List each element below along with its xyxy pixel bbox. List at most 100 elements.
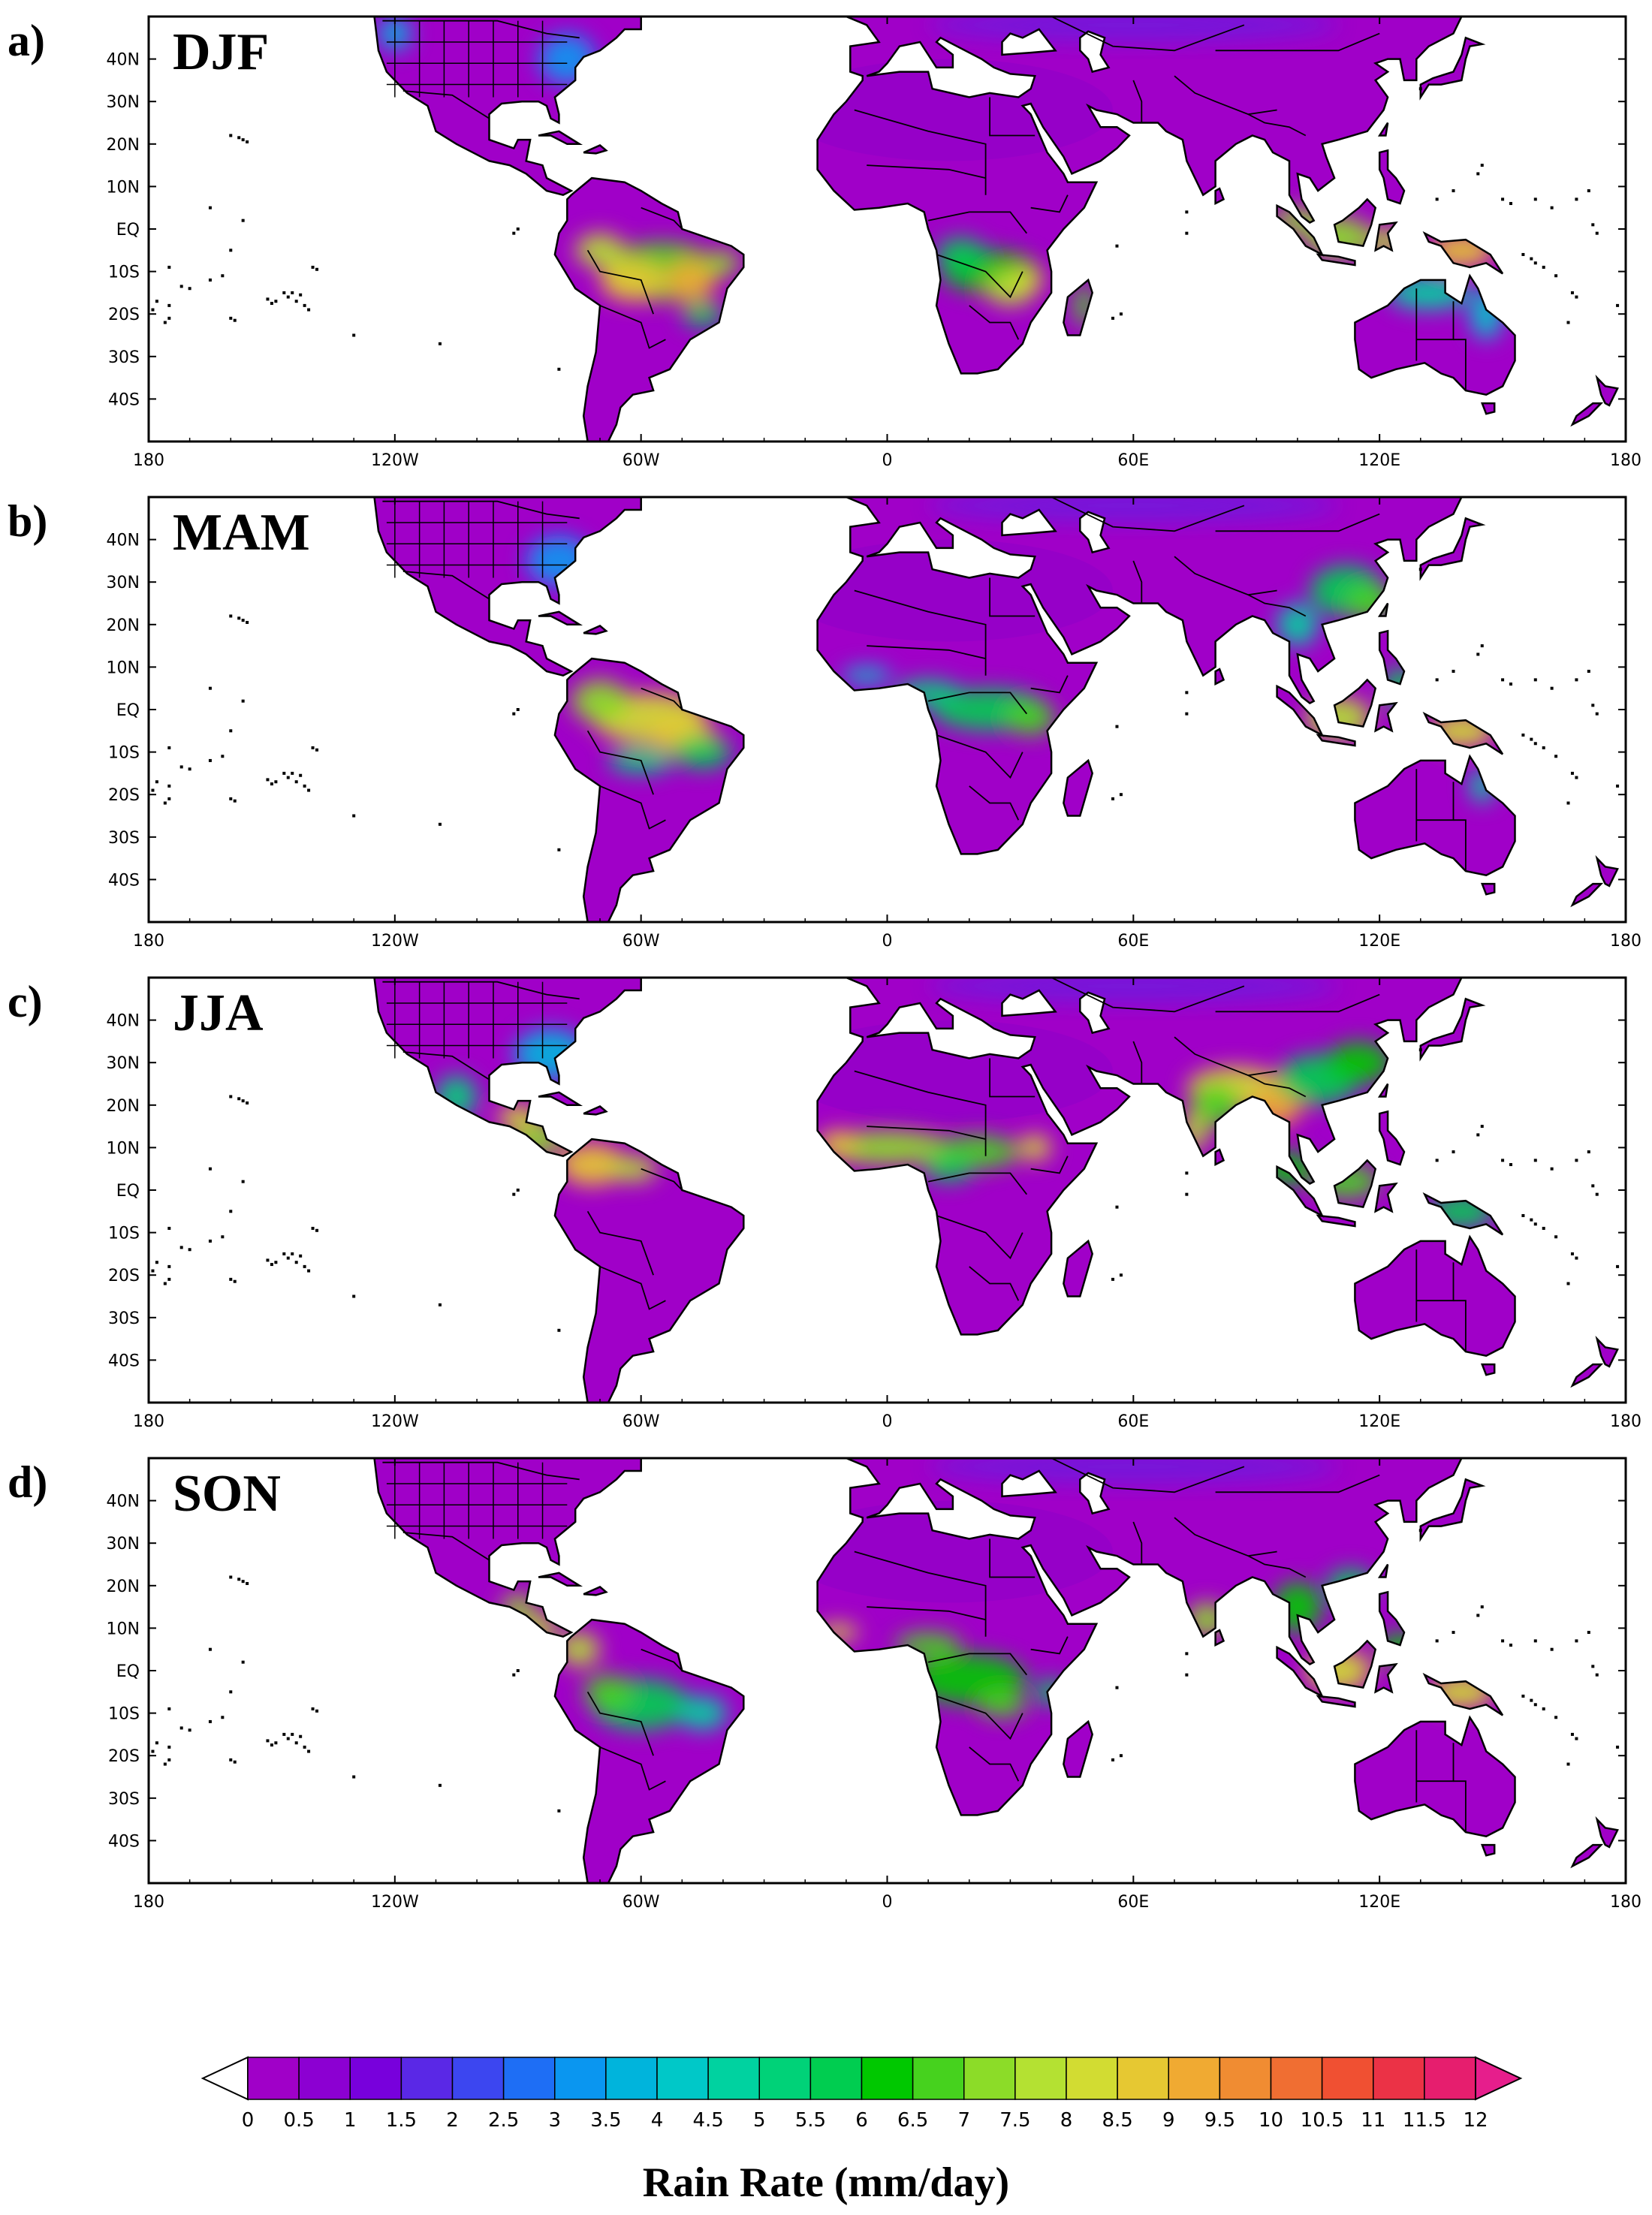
border-line xyxy=(1174,556,1277,596)
border-line xyxy=(586,730,654,795)
island-dot xyxy=(299,773,303,777)
coastline xyxy=(373,17,642,197)
island-dot xyxy=(1435,197,1439,201)
coastlines xyxy=(373,978,1619,1403)
colorbar-swatch xyxy=(1270,2057,1323,2100)
island-dot xyxy=(246,620,249,624)
island-dot xyxy=(282,1732,286,1736)
country-borders xyxy=(382,17,1467,391)
coastlines xyxy=(373,1458,1619,1883)
coastline xyxy=(1374,1182,1398,1213)
rain-region xyxy=(583,1674,633,1709)
border-line xyxy=(1051,978,1245,1013)
island-dot xyxy=(179,285,183,288)
island-dot xyxy=(246,1581,249,1585)
colorbar-swatch xyxy=(554,2057,607,2100)
island-dot xyxy=(208,1167,212,1171)
island-dot xyxy=(1521,733,1525,737)
rain-region xyxy=(538,33,596,85)
panel-djf: a) DJF 40N 30N 20N 10N EQ 10S 20S 30S 40S 180 120W… xyxy=(0,0,1652,488)
rain-region xyxy=(1470,769,1495,803)
island-dot xyxy=(557,367,561,371)
border-line xyxy=(1132,560,1143,604)
island-dot xyxy=(1542,1707,1545,1710)
island-dot xyxy=(1501,1159,1505,1162)
island-dot xyxy=(274,1261,278,1264)
island-dot xyxy=(208,686,212,690)
lon-tick-label: 0 xyxy=(882,451,893,470)
coastline xyxy=(373,497,642,677)
island-dot xyxy=(1591,704,1595,707)
island-dot xyxy=(1530,1698,1533,1702)
lat-tick-label: 30N xyxy=(107,1054,140,1073)
island-dot xyxy=(1591,1665,1595,1668)
island-dot xyxy=(352,1775,356,1779)
island-dot xyxy=(1115,725,1119,728)
island-dot xyxy=(241,699,245,703)
island-dot xyxy=(229,614,233,618)
inland-sea xyxy=(866,36,1036,98)
map-area xyxy=(151,497,1620,922)
border-line xyxy=(599,305,666,349)
island-dot xyxy=(557,1328,561,1332)
colorbar-swatch xyxy=(707,2057,760,2100)
colorbar-legend: 0 0.5 1 1.5 2 2.5 3 3.5 4 4.5 5 5.5 6 6.5 7 7.5 8 8.5 9 9.5… xyxy=(0,2042,1652,2215)
rain-region xyxy=(1277,603,1319,646)
island-dot xyxy=(1119,1754,1123,1758)
border-line xyxy=(969,1746,1020,1782)
panel-letter: d) xyxy=(8,1457,48,1507)
coastline xyxy=(1316,1214,1356,1228)
colorbar-swatch xyxy=(502,2057,556,2100)
colorbar-tick-label: 9.5 xyxy=(1204,2109,1235,2132)
island-dot xyxy=(167,1707,171,1710)
island-dot xyxy=(155,1741,158,1745)
border-line xyxy=(1051,497,1245,532)
island-dot xyxy=(167,1745,171,1749)
panel-mam: b) MAM 40N 30N 20N 10N EQ 10S 20S 30S 40S 180 120W… xyxy=(0,481,1652,969)
islands xyxy=(151,1048,1620,1332)
island-dot xyxy=(208,1239,212,1243)
colorbar-tick-label: 8.5 xyxy=(1102,2109,1132,2132)
lat-tick-label: 30S xyxy=(108,348,140,367)
coastline xyxy=(1595,1335,1619,1368)
lon-tick-label: 180 xyxy=(133,932,164,951)
island-dot xyxy=(315,267,319,271)
coastline xyxy=(1422,231,1504,275)
colorbar-swatch xyxy=(758,2057,812,2100)
island-dot xyxy=(303,303,306,307)
lat-tick-label: 30S xyxy=(108,1309,140,1328)
season-label: MAM xyxy=(173,504,310,562)
island-dot xyxy=(1111,1277,1115,1281)
coastline xyxy=(538,130,583,146)
border-line xyxy=(1247,594,1307,617)
rain-region xyxy=(936,237,986,272)
island-dot xyxy=(1185,691,1189,695)
island-dot xyxy=(1521,1694,1525,1698)
inland-sea xyxy=(866,997,1036,1059)
rain-region xyxy=(514,1028,588,1080)
border-line xyxy=(867,164,986,179)
island-dot xyxy=(274,300,278,303)
island-dot xyxy=(1480,1605,1484,1609)
colorbar-over-arrow xyxy=(1475,2056,1523,2101)
coastline xyxy=(553,1138,745,1403)
island-dot xyxy=(1452,670,1455,674)
island-dot xyxy=(294,1261,298,1264)
rain-region xyxy=(517,1615,559,1641)
island-dot xyxy=(307,1269,311,1273)
island-dot xyxy=(438,822,442,826)
island-dot xyxy=(1509,1644,1513,1647)
island-dot xyxy=(208,1719,212,1723)
island-dot xyxy=(286,776,290,779)
island-dot xyxy=(1542,746,1545,749)
colorbar-swatch xyxy=(1066,2057,1118,2100)
coastline xyxy=(1354,273,1516,396)
border-line xyxy=(1215,32,1380,52)
coastline xyxy=(1374,701,1398,733)
island-dot xyxy=(1550,1167,1554,1171)
island-dot xyxy=(1533,261,1537,265)
island-dot xyxy=(1476,1133,1480,1137)
coastline xyxy=(1214,1629,1225,1647)
rain-region xyxy=(1005,701,1056,735)
lon-tick-label: 60W xyxy=(623,1893,660,1912)
